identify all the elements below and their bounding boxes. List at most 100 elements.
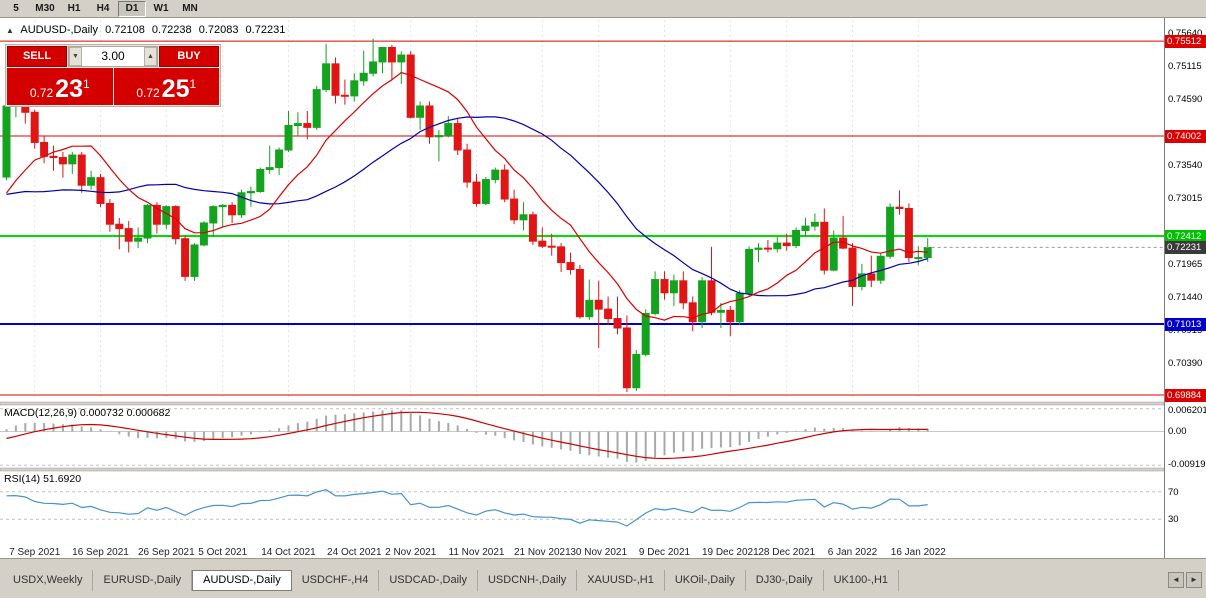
candle-body	[96, 177, 105, 204]
candle-body	[848, 247, 857, 287]
chart-tab-audusd-daily[interactable]: AUDUSD-,Daily	[192, 570, 292, 591]
candle-body	[134, 237, 143, 242]
candle-body	[538, 240, 547, 247]
volume-control: ▼ 3.00 ▲	[68, 46, 158, 67]
price-axis-badge: 0.72412	[1165, 229, 1206, 243]
buy-button[interactable]: BUY	[159, 46, 219, 67]
candle-body	[510, 198, 519, 221]
candle-body	[58, 157, 67, 165]
candle-body	[669, 280, 678, 294]
timeframe-button-M30[interactable]: M30	[35, 2, 55, 14]
macd-label: MACD(12,26,9) 0.000732 0.000682	[4, 407, 171, 419]
candle-body	[604, 308, 613, 320]
sell-price-display[interactable]: 0.72 23 1	[7, 68, 113, 105]
rsi-axis-70: 70	[1168, 486, 1179, 498]
price-axis-badge: 0.74002	[1165, 129, 1206, 143]
candle-body	[397, 54, 406, 63]
candle-body	[275, 149, 284, 169]
chart-tab-xauusd-h1[interactable]: XAUUSD-,H1	[577, 570, 665, 591]
timeframe-button-H1[interactable]: H1	[67, 2, 81, 14]
buy-price-prefix: 0.72	[136, 86, 160, 100]
buy-price-pips: 25	[161, 75, 190, 103]
buy-price-display[interactable]: 0.72 25 1	[113, 68, 219, 105]
candle-body	[87, 177, 96, 186]
timeframe-button-5[interactable]: 5	[13, 2, 19, 14]
candle-body	[463, 149, 472, 183]
candle-body	[810, 221, 819, 227]
date-axis-label: 16 Jan 2022	[891, 547, 946, 558]
candle-body	[575, 268, 584, 318]
candle-body	[745, 248, 754, 294]
candle-body	[594, 299, 603, 310]
candle-body	[566, 262, 575, 270]
volume-increase-icon[interactable]: ▲	[144, 47, 157, 66]
close-value: 0.72231	[245, 24, 286, 36]
price-axis-tick: 0.70390	[1168, 358, 1203, 370]
chart-tab-uk100-h1[interactable]: UK100-,H1	[824, 570, 900, 591]
candle-body	[359, 72, 368, 82]
chart-tab-ukoil-daily[interactable]: UKOil-,Daily	[665, 570, 746, 591]
price-axis-badge: 0.72231	[1165, 240, 1206, 254]
tab-scroll-right-button[interactable]: ►	[1186, 572, 1202, 588]
chart-tab-eurusd-daily[interactable]: EURUSD-,Daily	[93, 570, 193, 591]
timeframe-button-H4[interactable]: H4	[96, 2, 110, 14]
volume-decrease-icon[interactable]: ▼	[69, 47, 82, 66]
price-axis-tick: 0.74590	[1168, 94, 1203, 106]
candle-body	[698, 280, 707, 323]
candle-body	[387, 46, 396, 63]
price-axis-tick: 0.73540	[1168, 160, 1203, 172]
date-axis-label: 7 Sep 2021	[9, 547, 61, 558]
candle-body	[735, 292, 744, 323]
candle-body	[425, 105, 434, 138]
candle-body	[444, 123, 453, 137]
sell-button[interactable]: SELL	[7, 46, 67, 67]
price-axis-badge: 0.75512	[1165, 34, 1206, 48]
tab-scroll-left-button[interactable]: ◄	[1168, 572, 1184, 588]
candle-body	[171, 206, 180, 240]
timeframe-button-W1[interactable]: W1	[153, 2, 169, 14]
chart-tab-usdcad-daily[interactable]: USDCAD-,Daily	[379, 570, 478, 591]
chart-tab-usdchf-h4[interactable]: USDCHF-,H4	[292, 570, 380, 591]
candle-body	[707, 280, 716, 313]
chart-tab-dj30-daily[interactable]: DJ30-,Daily	[746, 570, 824, 591]
chart-tab-usdcnh-daily[interactable]: USDCNH-,Daily	[478, 570, 578, 591]
date-axis-label: 9 Dec 2021	[639, 547, 691, 558]
candle-body	[773, 242, 782, 250]
candle-body	[350, 80, 359, 97]
timeframe-button-MN[interactable]: MN	[182, 2, 198, 14]
candle-body	[237, 192, 246, 216]
timeframe-button-D1[interactable]: D1	[118, 0, 146, 17]
date-axis-label: 26 Sep 2021	[138, 547, 195, 558]
symbol-label: AUDUSD-,Daily	[20, 24, 98, 36]
ma-fast-line	[6, 71, 928, 321]
ma-slow-line	[6, 116, 928, 297]
candle-body	[284, 124, 293, 151]
candle-body	[632, 353, 641, 389]
candle-body	[77, 154, 86, 186]
candle-body	[613, 318, 622, 329]
panel-separator[interactable]	[0, 401, 1164, 406]
chart-tab-usdx-weekly[interactable]: USDX,Weekly	[3, 570, 94, 591]
candle-body	[763, 247, 772, 250]
candle-body	[181, 238, 190, 277]
one-click-trading-panel: SELL ▼ 3.00 ▲ BUY 0.72 23 1 0.72 25 1	[5, 44, 221, 107]
candle-body	[49, 155, 58, 159]
rsi-label: RSI(14) 51.6920	[4, 473, 81, 485]
candle-body	[472, 181, 481, 204]
price-axis-tick: 0.75640	[1168, 28, 1203, 40]
candle-body	[293, 123, 302, 126]
candlestick-chart[interactable]: MACD(12,26,9) 0.000732 0.000682 RSI(14) 5…	[0, 18, 1164, 558]
candle-body	[115, 223, 124, 230]
symbol-arrow-icon: ▲	[6, 26, 14, 35]
open-value: 0.72108	[105, 24, 145, 36]
price-axis-tick: 0.75115	[1168, 61, 1202, 73]
candle-body	[40, 141, 49, 157]
panel-separator[interactable]	[0, 467, 1164, 472]
candle-body	[792, 230, 801, 247]
price-axis-tick: 0.70915	[1168, 325, 1203, 337]
candle-body	[322, 63, 331, 91]
chart-area[interactable]: MACD(12,26,9) 0.000732 0.000682 RSI(14) 5…	[0, 18, 1164, 558]
candle-body	[491, 169, 500, 181]
price-axis-badge: 0.69884	[1165, 388, 1206, 402]
volume-input[interactable]: 3.00	[101, 49, 125, 63]
